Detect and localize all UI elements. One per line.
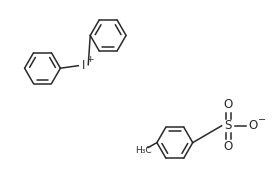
Text: O: O	[223, 99, 232, 111]
Text: +: +	[87, 55, 94, 64]
Text: O: O	[249, 119, 258, 132]
Text: −: −	[258, 115, 267, 125]
Text: S: S	[224, 119, 231, 132]
Text: I: I	[81, 59, 85, 72]
Text: O: O	[223, 140, 232, 153]
Text: H₃C: H₃C	[135, 146, 151, 155]
